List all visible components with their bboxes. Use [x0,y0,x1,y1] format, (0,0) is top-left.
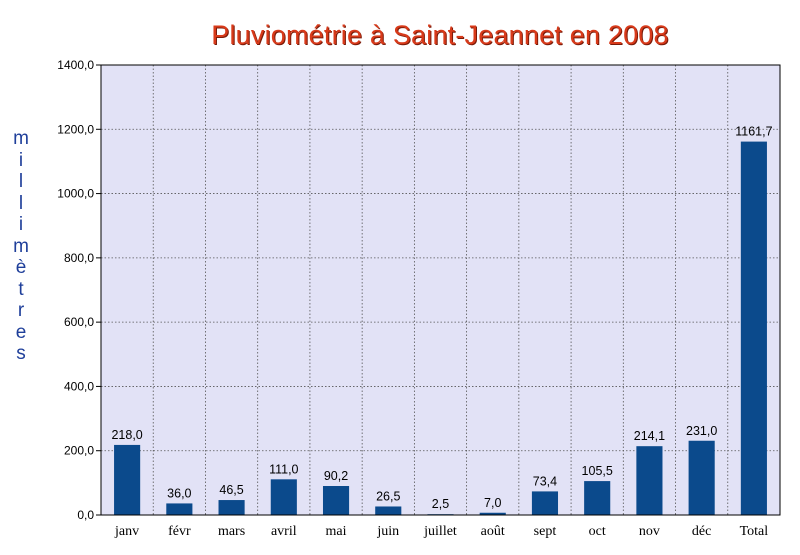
bar [740,141,767,515]
bar-value-label: 2,5 [432,497,449,511]
bar-value-label: 214,1 [634,429,665,443]
bar [479,512,506,515]
chart-title: Pluviométrie à Saint-Jeannet en 2008 [211,20,669,50]
x-tick-label: Total [740,524,769,539]
y-tick-label: 200,0 [64,444,94,458]
bar [322,486,350,515]
x-tick-label: mai [326,524,347,539]
x-tick-label: juin [376,524,399,539]
x-tick-label: oct [589,524,606,539]
y-tick-label: 1200,0 [57,122,94,136]
y-tick-label: 400,0 [64,379,94,393]
x-tick-label: nov [639,524,660,539]
y-tick-label: 800,0 [64,251,94,265]
bar [584,481,611,515]
x-tick-label: mars [218,524,245,539]
plot-area [101,65,780,515]
bar-value-label: 26,5 [376,489,400,503]
y-tick-label: 0,0 [77,508,94,522]
x-tick-label: janv [114,524,139,539]
bar [166,503,193,515]
bar-value-label: 1161,7 [735,125,772,139]
y-tick-label: 1400,0 [57,58,94,72]
x-tick-label: févr [168,524,191,539]
bar-value-label: 111,0 [269,462,298,476]
y-tick-label: 1000,0 [57,187,94,201]
y-tick-label: 600,0 [64,315,94,329]
bar [375,506,402,515]
bar-value-label: 46,5 [219,483,243,497]
bar-value-label: 231,0 [686,424,717,438]
bar [114,444,141,515]
x-tick-label: sept [534,524,557,539]
bar [636,446,663,515]
x-tick-label: avril [271,524,297,539]
bar-value-label: 218,0 [111,428,142,442]
bar-value-label: 90,2 [324,469,348,483]
bar-value-label: 73,4 [533,474,557,488]
bar-value-label: 105,5 [582,464,613,478]
x-tick-label: déc [692,524,711,539]
bar-value-label: 7,0 [484,496,501,510]
bar-value-label: 36,0 [167,486,191,500]
bar [218,500,245,515]
x-tick-label: août [481,524,505,539]
bar [688,440,715,515]
bar [531,491,559,515]
plot-border [100,64,781,516]
bar [270,479,297,515]
x-tick-label: juillet [423,524,457,539]
